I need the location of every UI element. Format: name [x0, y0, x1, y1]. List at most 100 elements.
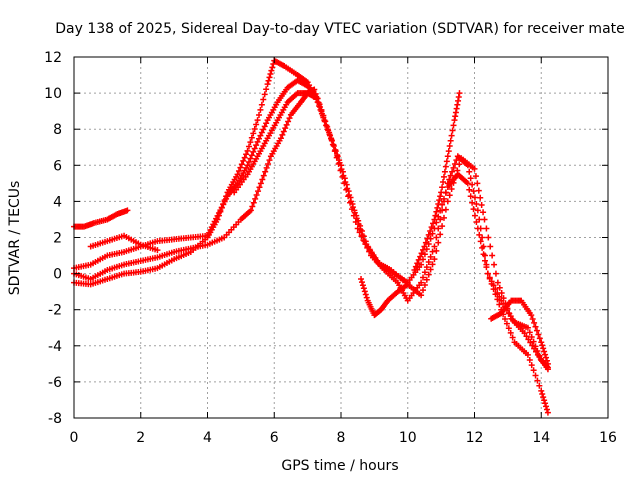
y-tick-label: -8: [48, 411, 62, 427]
data-point-interp: [466, 168, 473, 175]
series-4: [71, 86, 551, 373]
data-point-interp: [372, 256, 379, 263]
data-point-interp: [450, 122, 457, 129]
data-point-interp: [490, 282, 497, 289]
data-point: [431, 216, 438, 223]
series-3: [71, 77, 551, 371]
data-point-interp: [541, 397, 548, 404]
series-6: [231, 90, 318, 196]
data-point-interp: [360, 285, 367, 292]
data-point-interp: [344, 185, 351, 192]
data-point-interp: [474, 180, 481, 187]
data-point-interp: [421, 281, 428, 288]
data-point: [411, 266, 418, 273]
data-point-interp: [332, 148, 339, 155]
x-tick-label: 0: [70, 430, 79, 446]
data-point-interp: [507, 329, 514, 336]
data-point-interp: [470, 188, 477, 195]
data-point-interp: [429, 248, 436, 255]
data-point: [418, 292, 425, 299]
data-point-interp: [247, 155, 254, 162]
data-point: [311, 86, 318, 93]
data-point-interp: [533, 327, 540, 334]
x-tick-label: 8: [337, 430, 346, 446]
data-point: [471, 165, 478, 172]
data-point: [247, 207, 254, 214]
data-point-interp: [483, 261, 490, 268]
data-point: [481, 216, 488, 223]
data-point-interp: [235, 167, 242, 174]
data-point-interp: [260, 126, 267, 133]
data-point-interp: [447, 172, 454, 179]
data-point-interp: [250, 199, 257, 206]
data-point-interp: [467, 175, 474, 182]
data-point: [524, 324, 531, 331]
data-point-interp: [529, 315, 536, 322]
data-point-interp: [258, 101, 265, 108]
data-point-interp: [250, 148, 257, 155]
data-point-interp: [531, 319, 538, 326]
data-point-interp: [433, 234, 440, 241]
data-point-interp: [266, 74, 273, 81]
data-point-interp: [355, 221, 362, 228]
data-point-interp: [351, 209, 358, 216]
data-point-interp: [350, 212, 357, 219]
data-point: [421, 243, 428, 250]
data-point-interp: [485, 234, 492, 241]
data-point: [464, 180, 471, 187]
data-point: [358, 276, 365, 283]
data-point-interp: [450, 164, 457, 171]
data-point-interp: [500, 295, 507, 302]
data-point-interp: [480, 243, 487, 250]
data-point-interp: [503, 320, 510, 327]
data-point: [234, 171, 241, 178]
data-point: [257, 180, 264, 187]
data-point-interp: [430, 220, 437, 227]
data-point-interp: [439, 201, 446, 208]
y-tick-label: -6: [48, 375, 62, 391]
data-point-interp: [423, 276, 430, 283]
data-point-interp: [358, 279, 365, 286]
data-point-interp: [414, 260, 421, 267]
data-point-interp: [420, 274, 427, 281]
data-point-interp: [357, 226, 364, 233]
data-point-interp: [542, 351, 549, 358]
y-tick-label: 0: [53, 267, 62, 283]
data-point-interp: [436, 197, 443, 204]
data-point-interp: [471, 212, 478, 219]
data-point-interp: [249, 203, 256, 210]
data-point: [438, 189, 445, 196]
data-point-interp: [496, 301, 503, 308]
data-point-interp: [456, 161, 463, 168]
data-point-interp: [259, 176, 266, 183]
data-point-interp: [470, 206, 477, 213]
data-point-interp: [439, 207, 446, 214]
data-point-interp: [327, 132, 334, 139]
data-point-interp: [496, 284, 503, 291]
data-point: [418, 261, 425, 268]
data-point-interp: [424, 235, 431, 242]
data-point-interp: [446, 176, 453, 183]
data-point-interp: [506, 310, 513, 317]
data-marks: [71, 57, 551, 416]
data-point: [524, 351, 531, 358]
series-2: [71, 57, 551, 416]
data-point-interp: [367, 247, 374, 254]
data-point: [404, 281, 411, 288]
data-point: [264, 81, 271, 88]
data-point: [528, 312, 535, 319]
data-point-interp: [528, 334, 535, 341]
data-point-interp: [265, 161, 272, 168]
data-point-interp: [448, 186, 455, 193]
data-point-interp: [492, 270, 499, 277]
data-point-interp: [427, 266, 434, 273]
data-point-interp: [421, 269, 428, 276]
data-point-interp: [256, 184, 263, 191]
data-point-interp: [483, 225, 490, 232]
data-point-interp: [441, 168, 448, 175]
series-8: [411, 90, 463, 273]
data-point: [474, 207, 481, 214]
data-point-interp: [509, 334, 516, 341]
data-point-interp: [237, 164, 244, 171]
data-point: [311, 93, 318, 100]
